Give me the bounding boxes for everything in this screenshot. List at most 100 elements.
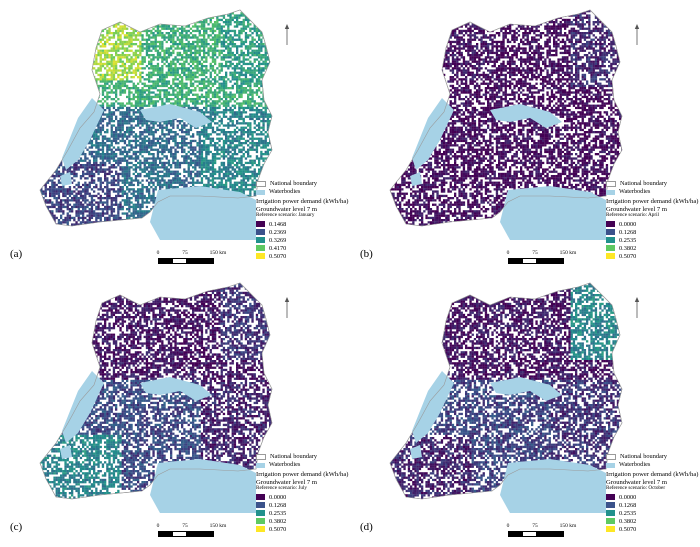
class-swatch (606, 237, 615, 244)
legend-class-0: 0.0000 (606, 220, 700, 228)
water-swatch (606, 462, 615, 468)
class-label: 0.2535 (619, 510, 636, 517)
north-arrow-icon (284, 297, 290, 318)
legend-class-4: 0.5070 (256, 525, 352, 533)
legend-class-3: 0.3802 (256, 517, 352, 525)
class-label: 0.5070 (269, 526, 286, 533)
lake-edward (410, 445, 422, 459)
legend-boundary-entry: National boundary (256, 180, 352, 188)
class-label: 0.5070 (619, 526, 636, 533)
map-legend: National boundary Waterbodies Irrigation… (606, 453, 700, 533)
boundary-swatch (606, 181, 616, 187)
boundary-label: National boundary (620, 453, 667, 460)
north-arrow-icon (284, 24, 290, 45)
class-label: 0.2535 (619, 237, 636, 244)
north-arrow-icon (634, 24, 640, 45)
uganda-map (39, 282, 273, 513)
class-swatch (256, 245, 265, 252)
class-label: 0.2535 (269, 510, 286, 517)
class-label: 0.5070 (619, 253, 636, 260)
lake-edward (410, 172, 422, 186)
lake-albert (412, 371, 454, 443)
legend-water-entry: Waterbodies (606, 461, 700, 469)
map-panel-a: (a) National boundary Waterbodies Irriga… (0, 0, 350, 273)
panel-label: (c) (10, 521, 22, 533)
class-label: 0.3802 (269, 518, 286, 525)
legend-classes: 0.1468 0.2369 0.3269 0.4170 0.5070 (256, 220, 352, 260)
legend-scenario: Reference scenario: July (256, 485, 352, 492)
class-swatch (606, 229, 615, 236)
lake-edward (60, 172, 72, 186)
panel-label: (d) (360, 521, 373, 533)
class-swatch (256, 253, 265, 260)
class-swatch (256, 221, 265, 228)
scale-bar: 0 75 150 km (507, 250, 608, 272)
panel-label: (a) (10, 248, 22, 260)
class-label: 0.0000 (269, 494, 286, 501)
scale-tick-75: 75 (532, 523, 538, 529)
legend-class-2: 0.2535 (606, 509, 700, 517)
lake-victoria (150, 459, 256, 513)
legend-class-1: 0.1268 (256, 501, 352, 509)
legend-class-0: 0.1468 (256, 220, 352, 228)
class-swatch (606, 253, 615, 260)
class-label: 0.3802 (619, 518, 636, 525)
legend-boundary-entry: National boundary (256, 453, 352, 461)
scale-bar-graphic (158, 258, 214, 264)
boundary-label: National boundary (270, 180, 317, 187)
panel-label: (b) (360, 248, 373, 260)
lake-albert (62, 98, 104, 170)
scale-tick-75: 75 (182, 523, 188, 529)
scale-bar: 0 75 150 km (507, 523, 608, 545)
class-swatch (606, 526, 615, 533)
lake-edward (60, 445, 72, 459)
boundary-swatch (256, 181, 266, 187)
lake-albert (412, 98, 454, 170)
legend-class-1: 0.2369 (256, 228, 352, 236)
uganda-map (389, 9, 623, 240)
scale-tick-75: 75 (532, 250, 538, 256)
legend-water-entry: Waterbodies (256, 461, 352, 469)
legend-subtitle: Groundwater level 7 m (606, 206, 700, 214)
class-label: 0.0000 (619, 221, 636, 228)
class-swatch (256, 237, 265, 244)
scale-bar-graphic (508, 531, 564, 537)
legend-class-4: 0.5070 (606, 525, 700, 533)
legend-subtitle: Groundwater level 7 m (256, 206, 352, 214)
legend-title: Irrigation power demand (kWh/ha) (606, 471, 700, 479)
class-swatch (256, 526, 265, 533)
class-swatch (606, 502, 615, 509)
map-legend: National boundary Waterbodies Irrigation… (256, 453, 352, 533)
legend-title: Irrigation power demand (kWh/ha) (606, 198, 700, 206)
legend-class-2: 0.2535 (606, 236, 700, 244)
scale-tick-0: 0 (157, 250, 160, 256)
water-label: Waterbodies (619, 461, 650, 468)
map-panel-c: (c) National boundary Waterbodies Irriga… (0, 273, 350, 546)
legend-scenario: Reference scenario: April (606, 212, 700, 219)
map-legend: National boundary Waterbodies Irrigation… (606, 180, 700, 260)
class-label: 0.1468 (269, 221, 286, 228)
legend-class-3: 0.3802 (606, 517, 700, 525)
scale-bar: 0 75 150 km (157, 250, 258, 272)
legend-class-0: 0.0000 (606, 493, 700, 501)
lake-victoria (150, 186, 256, 240)
lake-kyoga (490, 377, 562, 401)
scale-bar-graphic (508, 258, 564, 264)
legend-class-4: 0.5070 (256, 252, 352, 260)
water-swatch (256, 189, 265, 195)
water-label: Waterbodies (619, 188, 650, 195)
water-swatch (256, 462, 265, 468)
legend-class-3: 0.3802 (606, 244, 700, 252)
boundary-swatch (256, 454, 266, 460)
class-label: 0.1268 (619, 502, 636, 509)
legend-boundary-entry: National boundary (606, 453, 700, 461)
class-label: 0.0000 (619, 494, 636, 501)
class-label: 0.1268 (269, 502, 286, 509)
class-swatch (256, 502, 265, 509)
waterbodies (60, 98, 256, 240)
scale-tick-150: 150 km (210, 523, 227, 529)
legend-title: Irrigation power demand (kWh/ha) (256, 198, 352, 206)
scale-bar-graphic (158, 531, 214, 537)
scale-tick-150: 150 km (560, 250, 577, 256)
lake-victoria (500, 459, 606, 513)
